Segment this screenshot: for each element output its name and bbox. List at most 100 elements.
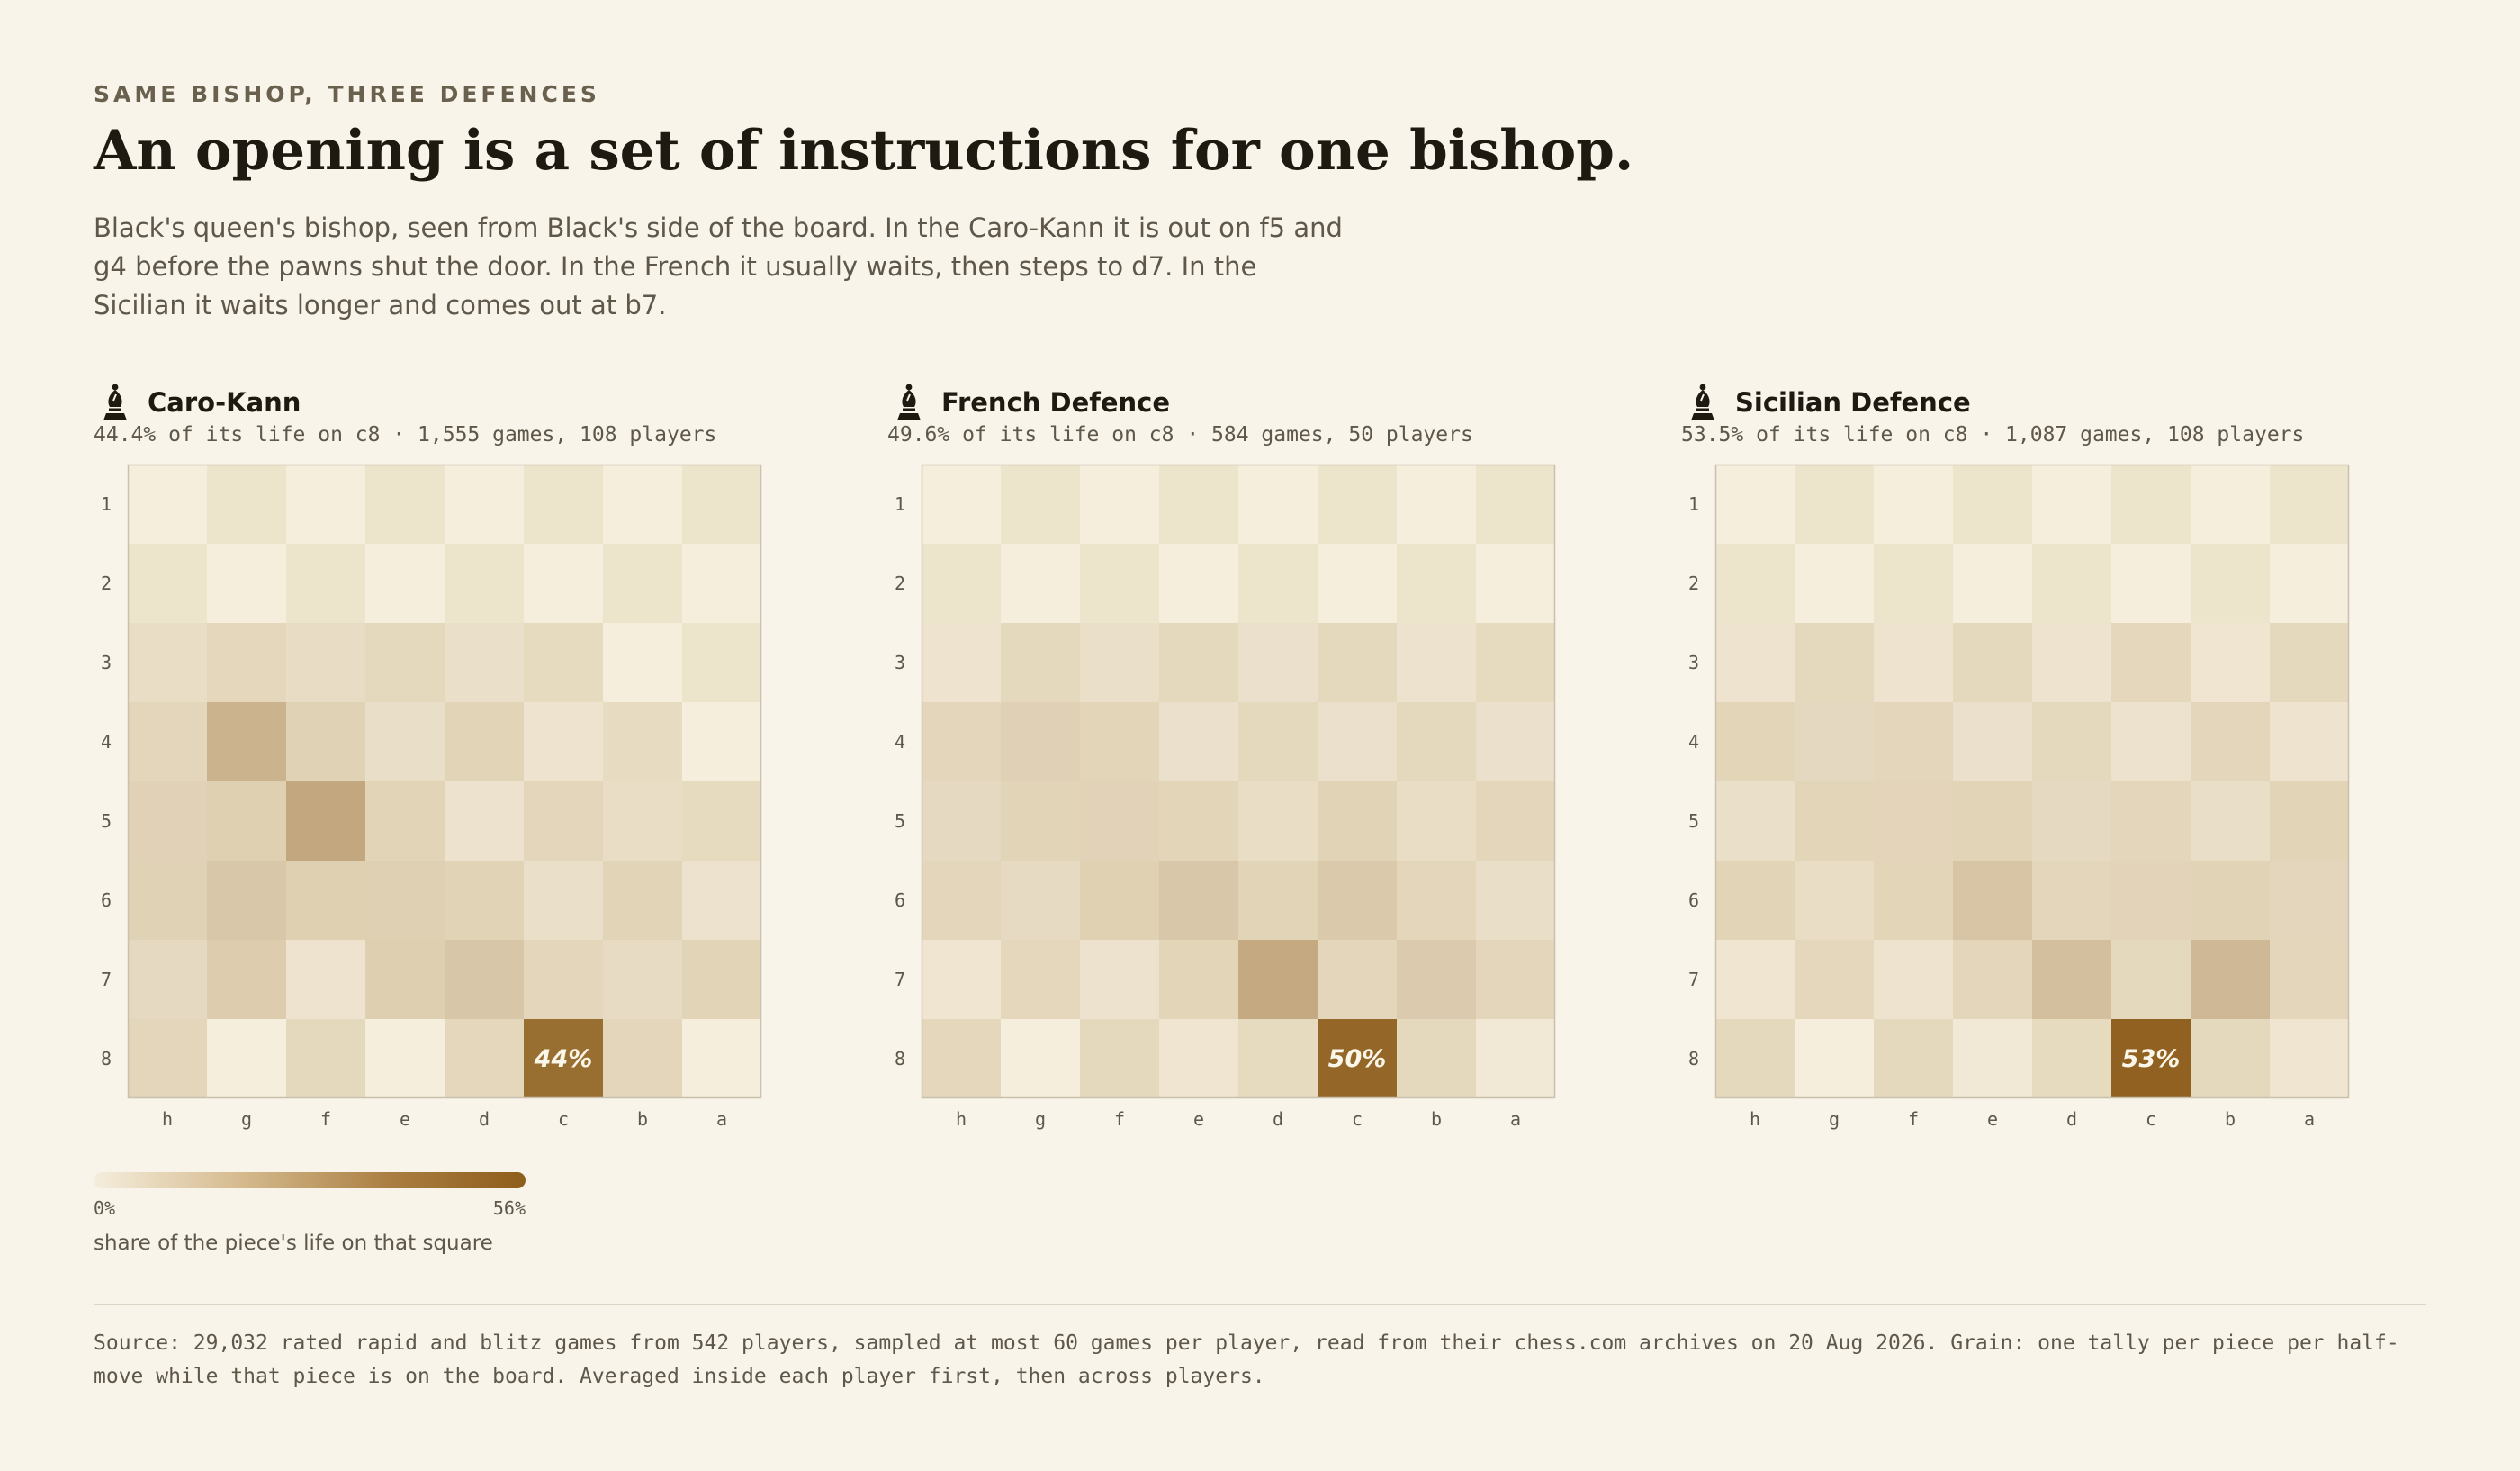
square-f6	[286, 861, 365, 940]
square-b6	[603, 861, 682, 940]
square-h8	[128, 1019, 207, 1098]
square-d6	[2032, 861, 2111, 940]
square-c8	[1318, 1019, 1397, 1098]
square-a8	[2270, 1019, 2349, 1098]
square-h4	[1715, 702, 1795, 781]
rank-label: 2	[895, 573, 905, 594]
rank-label: 6	[1688, 889, 1699, 911]
square-f7	[1080, 940, 1159, 1019]
rank-label: 8	[895, 1048, 905, 1069]
square-d7	[445, 940, 524, 1019]
rank-label: 1	[1688, 493, 1699, 515]
rank-label: 7	[895, 969, 905, 990]
square-h4	[922, 702, 1001, 781]
square-g3	[207, 623, 286, 702]
footer-divider	[94, 1304, 2426, 1305]
square-d8	[445, 1019, 524, 1098]
square-d2	[2032, 544, 2111, 623]
square-a5	[1476, 781, 1555, 861]
square-e8	[1159, 1019, 1238, 1098]
square-f2	[286, 544, 365, 623]
square-d8	[2032, 1019, 2111, 1098]
rank-label: 1	[895, 493, 905, 515]
square-b6	[1397, 861, 1476, 940]
square-a2	[1476, 544, 1555, 623]
square-d3	[445, 623, 524, 702]
panel-subtitle: 44.4% of its life on c8 · 1,555 games, 1…	[94, 423, 717, 447]
square-a1	[682, 465, 761, 544]
square-g7	[207, 940, 286, 1019]
rank-label: 2	[101, 573, 112, 594]
rank-label: 8	[101, 1048, 112, 1069]
square-a3	[1476, 623, 1555, 702]
heatmap-board: 53% 1 2 3 4 5 6 7 8 h g f e d c b a	[1688, 464, 2350, 1130]
rank-label: 6	[101, 889, 112, 911]
square-c8	[2111, 1019, 2191, 1098]
square-c5	[1318, 781, 1397, 861]
square-e3	[1159, 623, 1238, 702]
rank-label: 8	[1688, 1048, 1699, 1069]
square-g7	[1001, 940, 1080, 1019]
file-label: f	[1908, 1108, 1919, 1130]
square-e1	[1953, 465, 2032, 544]
board-border	[921, 464, 1556, 1099]
square-a4	[1476, 702, 1555, 781]
square-e6	[1953, 861, 2032, 940]
square-b5	[2191, 781, 2270, 861]
square-b8	[1397, 1019, 1476, 1098]
square-b6	[2191, 861, 2270, 940]
square-e8	[365, 1019, 445, 1098]
square-e3	[365, 623, 445, 702]
color-legend: 0% 56% share of the piece's life on that…	[94, 1172, 526, 1262]
file-label: c	[2146, 1108, 2156, 1130]
file-label: d	[1273, 1108, 1283, 1130]
square-h1	[922, 465, 1001, 544]
square-b5	[603, 781, 682, 861]
file-label: a	[716, 1108, 727, 1130]
square-a4	[682, 702, 761, 781]
square-a1	[2270, 465, 2349, 544]
square-e7	[1159, 940, 1238, 1019]
square-c3	[1318, 623, 1397, 702]
square-b8	[2191, 1019, 2270, 1098]
rank-label: 6	[895, 889, 905, 911]
rank-label: 4	[895, 731, 905, 753]
square-h2	[922, 544, 1001, 623]
square-e8	[1953, 1019, 2032, 1098]
square-g4	[207, 702, 286, 781]
square-g2	[1001, 544, 1080, 623]
square-c5	[2111, 781, 2191, 861]
panel-caro-kann: Caro-Kann 44.4% of its life on c8 · 1,55…	[94, 375, 805, 1131]
panel-title: French Defence	[941, 387, 1171, 418]
board-border	[127, 464, 762, 1099]
file-label: e	[1987, 1108, 1998, 1130]
square-g4	[1795, 702, 1874, 781]
square-b3	[2191, 623, 2270, 702]
square-c3	[524, 623, 603, 702]
square-f4	[1874, 702, 1953, 781]
square-h8	[922, 1019, 1001, 1098]
square-c6	[1318, 861, 1397, 940]
file-label: b	[637, 1108, 648, 1130]
square-g8	[1001, 1019, 1080, 1098]
square-h5	[1715, 781, 1795, 861]
square-c7	[2111, 940, 2191, 1019]
square-e5	[1159, 781, 1238, 861]
square-g5	[1795, 781, 1874, 861]
rank-label: 5	[1688, 810, 1699, 832]
rank-label: 7	[1688, 969, 1699, 990]
file-label: c	[558, 1108, 569, 1130]
square-a5	[2270, 781, 2349, 861]
square-h7	[1715, 940, 1795, 1019]
square-d4	[445, 702, 524, 781]
square-c6	[2111, 861, 2191, 940]
square-f1	[1080, 465, 1159, 544]
square-e4	[365, 702, 445, 781]
page-title: An opening is a set of instructions for …	[94, 119, 1634, 183]
square-h7	[922, 940, 1001, 1019]
square-f8	[1080, 1019, 1159, 1098]
file-label: b	[1431, 1108, 1442, 1130]
file-label: f	[1114, 1108, 1125, 1130]
square-f5	[1874, 781, 1953, 861]
file-label: g	[241, 1108, 252, 1130]
